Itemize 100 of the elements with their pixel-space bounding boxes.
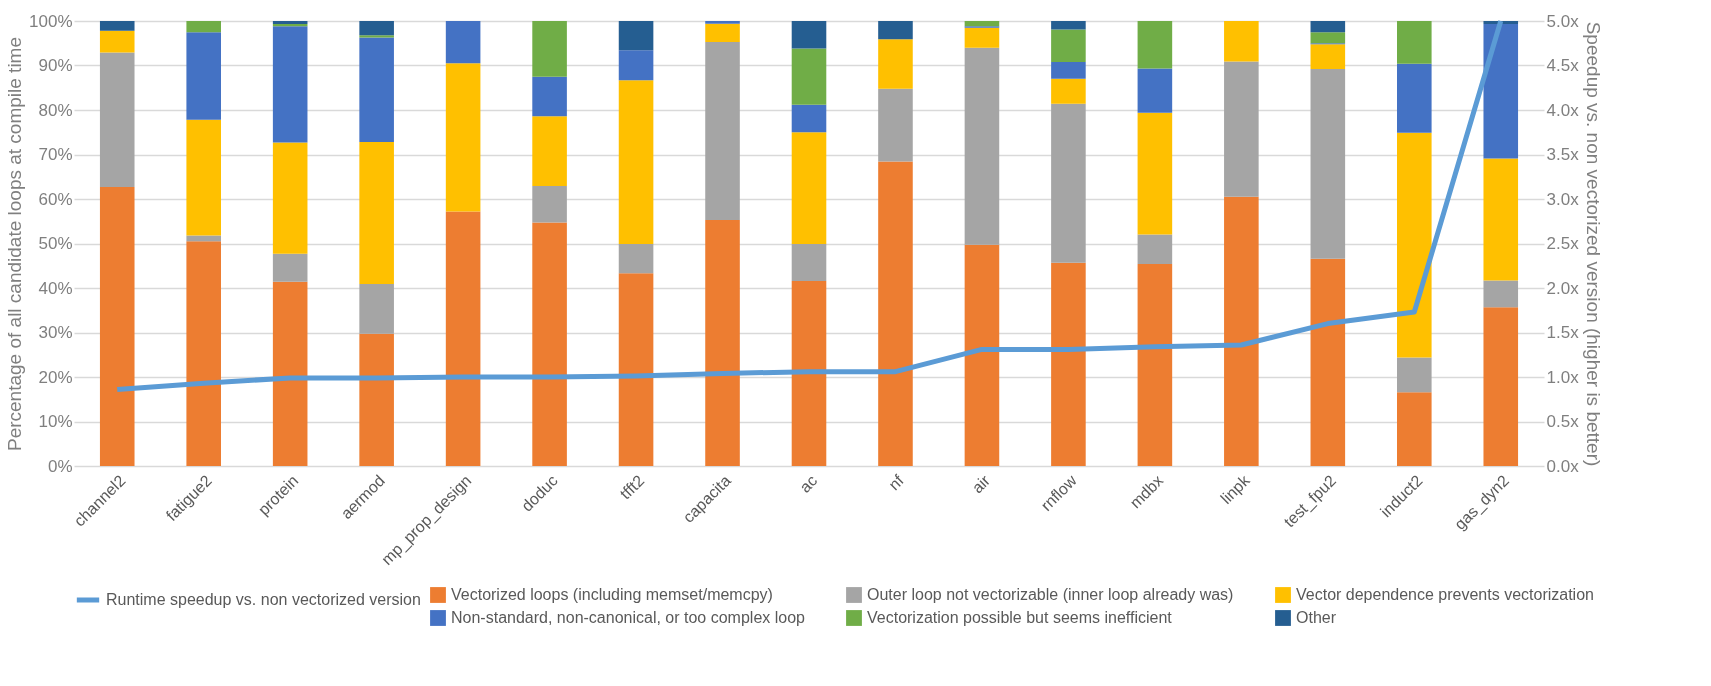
bar	[791, 48, 827, 105]
bar	[618, 273, 654, 466]
bar	[964, 27, 1000, 48]
y2-tick-label: 0.5x	[1546, 412, 1580, 431]
bar	[1483, 307, 1519, 466]
bar	[186, 32, 221, 120]
y-tick-label: 70%	[38, 145, 73, 164]
y2-tick-label: 2.0x	[1546, 278, 1580, 298]
bar	[99, 186, 135, 466]
bar	[1224, 21, 1259, 62]
y2-tick-label: 3.5x	[1546, 145, 1580, 164]
bar	[359, 333, 394, 466]
y-tick-label: 100%	[29, 11, 73, 31]
bar	[359, 142, 394, 284]
bar	[705, 21, 740, 24]
bar	[1051, 78, 1086, 104]
y-tick-label: 80%	[38, 100, 73, 120]
bar	[964, 244, 1000, 466]
bar	[705, 41, 740, 220]
bar	[964, 47, 1000, 245]
bar	[99, 30, 135, 53]
x-tick-label: air	[968, 471, 994, 497]
bar	[1397, 132, 1432, 358]
y-tick-label: 0%	[47, 456, 73, 476]
y2-tick-label: 3.0x	[1546, 189, 1580, 209]
bar	[878, 161, 913, 466]
y2-tick-label: 4.0x	[1546, 100, 1580, 120]
bar	[532, 116, 567, 187]
bar	[618, 50, 654, 81]
bar	[532, 76, 567, 117]
bar	[1310, 69, 1346, 259]
bar	[791, 21, 827, 49]
bar	[1483, 24, 1519, 159]
y-tick-label: 20%	[38, 367, 73, 387]
legend-label: Outer loop not vectorizable (inner loop already was)	[867, 586, 1234, 603]
bar	[1310, 44, 1346, 70]
bar	[1397, 357, 1432, 393]
x-tick-label: ac	[796, 471, 821, 496]
bar	[1224, 61, 1259, 197]
bar	[272, 26, 308, 143]
x-tick-label: nf	[885, 471, 908, 494]
bar	[1137, 21, 1173, 69]
bar	[99, 52, 135, 187]
bar	[1137, 68, 1173, 113]
y-tick-label: 90%	[38, 56, 73, 75]
y-tick-label: 30%	[38, 323, 73, 342]
bar	[1051, 262, 1086, 466]
y2-tick-label: 5.0x	[1546, 11, 1580, 31]
y-axis-title: Percentage of all candidate loops at compile time	[4, 36, 26, 452]
bar	[1137, 263, 1173, 466]
bar	[791, 104, 827, 133]
bar	[878, 88, 913, 162]
bar	[186, 241, 221, 466]
bar	[1310, 21, 1346, 33]
bar	[359, 284, 394, 334]
bar	[532, 21, 567, 77]
bar	[186, 235, 221, 242]
bar	[618, 21, 654, 51]
bar	[705, 219, 740, 466]
bar	[1483, 158, 1519, 281]
bar	[1397, 21, 1432, 64]
bar	[1137, 234, 1173, 264]
bar	[532, 222, 567, 466]
bar	[1051, 29, 1086, 62]
bar	[1310, 32, 1346, 44]
bar	[359, 21, 394, 36]
bar	[791, 280, 827, 466]
y-tick-label: 60%	[38, 189, 73, 209]
bar	[445, 21, 481, 64]
y2-tick-label: 4.5x	[1546, 56, 1580, 75]
legend-label: Vectorization possible but seems inefficient	[867, 609, 1173, 626]
bar	[186, 21, 221, 33]
y2-tick-label: 1.0x	[1546, 367, 1580, 387]
bar	[878, 21, 913, 40]
bar	[1224, 196, 1259, 466]
legend-label: Non-standard, non-canonical, or too complex loop	[451, 609, 806, 626]
legend-label: Vector dependence prevents vectorization	[1296, 586, 1594, 603]
legend-label: Vectorized loops (including memset/memcpy)	[451, 586, 773, 603]
bar	[1137, 112, 1173, 235]
bar	[272, 142, 308, 254]
y-tick-label: 40%	[38, 278, 73, 298]
bar	[1051, 103, 1086, 263]
bar	[272, 281, 308, 466]
bar	[791, 243, 827, 281]
x-tick-label: tfft2	[616, 471, 648, 503]
y2-tick-label: 2.5x	[1546, 234, 1580, 253]
bar	[99, 21, 135, 31]
bar	[964, 21, 1000, 27]
bar	[1397, 392, 1432, 466]
bar	[1397, 63, 1432, 133]
bar	[705, 23, 740, 42]
bar	[445, 211, 481, 466]
bar	[1483, 280, 1519, 308]
y-tick-label: 50%	[38, 234, 73, 253]
legend-label: Other	[1296, 609, 1337, 626]
bar	[532, 186, 567, 223]
bar	[878, 39, 913, 89]
bar	[445, 63, 481, 212]
bar	[272, 253, 308, 282]
y2-tick-label: 0.0x	[1546, 456, 1580, 476]
